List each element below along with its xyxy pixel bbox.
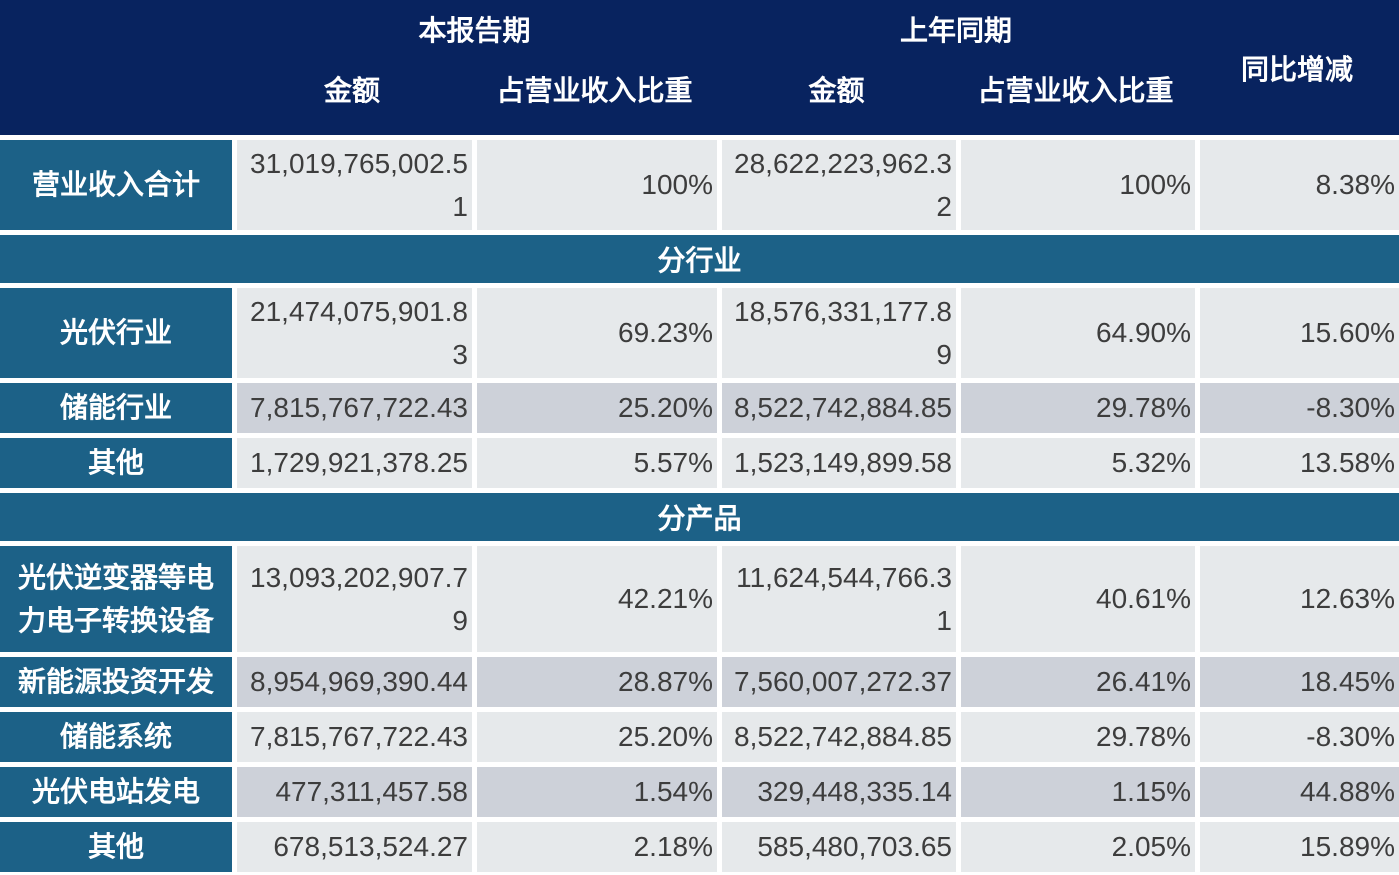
share-current-cell: 2.18% <box>477 822 717 872</box>
row-label: 其他 <box>0 438 232 488</box>
amount-prior-cell: 329,448,335.14 <box>722 767 956 817</box>
share-current-cell: 1.54% <box>477 767 717 817</box>
amount-prior-cell: 8,522,742,884.85 <box>722 712 956 762</box>
row-label: 营业收入合计 <box>0 140 232 230</box>
yoy-cell: 15.60% <box>1200 288 1399 378</box>
yoy-cell: -8.30% <box>1200 712 1399 762</box>
share-prior-cell: 2.05% <box>961 822 1195 872</box>
table-row: 新能源投资开发 8,954,969,390.44 28.87% 7,560,00… <box>0 657 1399 707</box>
section-row: 分行业 <box>0 235 1399 283</box>
section-row: 分产品 <box>0 493 1399 541</box>
share-prior-cell: 64.90% <box>961 288 1195 378</box>
yoy-cell: 44.88% <box>1200 767 1399 817</box>
yoy-cell: 18.45% <box>1200 657 1399 707</box>
amount-prior-cell: 28,622,223,962.32 <box>722 140 956 230</box>
row-label: 其他 <box>0 822 232 872</box>
row-label: 光伏行业 <box>0 288 232 378</box>
table-row: 光伏电站发电 477,311,457.58 1.54% 329,448,335.… <box>0 767 1399 817</box>
amount-prior-cell: 1,523,149,899.58 <box>722 438 956 488</box>
share-prior-cell: 29.78% <box>961 712 1195 762</box>
amount-prior-cell: 8,522,742,884.85 <box>722 383 956 433</box>
share-prior-cell: 26.41% <box>961 657 1195 707</box>
share-current-cell: 25.20% <box>477 712 717 762</box>
amount-current-cell: 21,474,075,901.83 <box>237 288 472 378</box>
row-label: 新能源投资开发 <box>0 657 232 707</box>
section-label: 分产品 <box>0 493 1399 541</box>
row-label: 储能行业 <box>0 383 232 433</box>
header-amount-current: 金额 <box>323 75 380 106</box>
table-row: 其他 678,513,524.27 2.18% 585,480,703.65 2… <box>0 822 1399 872</box>
table-body: 营业收入合计 31,019,765,002.51 100% 28,622,223… <box>0 140 1399 872</box>
header-prior-period: 上年同期 <box>899 15 1012 46</box>
header-share-prior: 占营业收入比重 <box>977 75 1174 106</box>
amount-current-cell: 7,815,767,722.43 <box>237 712 472 762</box>
table-row: 光伏逆变器等电力电子转换设备 13,093,202,907.79 42.21% … <box>0 546 1399 652</box>
table-row: 其他 1,729,921,378.25 5.57% 1,523,149,899.… <box>0 438 1399 488</box>
yoy-cell: 13.58% <box>1200 438 1399 488</box>
table-row: 光伏行业 21,474,075,901.83 69.23% 18,576,331… <box>0 288 1399 378</box>
share-current-cell: 28.87% <box>477 657 717 707</box>
amount-prior-cell: 18,576,331,177.89 <box>722 288 956 378</box>
yoy-cell: 8.38% <box>1200 140 1399 230</box>
share-current-cell: 69.23% <box>477 288 717 378</box>
header-amount-prior: 金额 <box>808 75 865 106</box>
amount-current-cell: 1,729,921,378.25 <box>237 438 472 488</box>
share-current-cell: 100% <box>477 140 717 230</box>
share-current-cell: 5.57% <box>477 438 717 488</box>
amount-prior-cell: 7,560,007,272.37 <box>722 657 956 707</box>
row-label: 储能系统 <box>0 712 232 762</box>
table-row: 储能系统 7,815,767,722.43 25.20% 8,522,742,8… <box>0 712 1399 762</box>
section-label: 分行业 <box>0 235 1399 283</box>
amount-prior-cell: 11,624,544,766.31 <box>722 546 956 652</box>
share-prior-cell: 40.61% <box>961 546 1195 652</box>
yoy-cell: 12.63% <box>1200 546 1399 652</box>
amount-current-cell: 678,513,524.27 <box>237 822 472 872</box>
header-share-current: 占营业收入比重 <box>496 75 693 106</box>
yoy-cell: 15.89% <box>1200 822 1399 872</box>
row-label: 光伏逆变器等电力电子转换设备 <box>0 546 232 652</box>
share-prior-cell: 29.78% <box>961 383 1195 433</box>
row-label: 光伏电站发电 <box>0 767 232 817</box>
table-header: 本报告期 上年同期 同比增减 金额 占营业收入比重 金额 占营业收入比重 <box>0 0 1399 135</box>
share-prior-cell: 5.32% <box>961 438 1195 488</box>
share-current-cell: 25.20% <box>477 383 717 433</box>
amount-prior-cell: 585,480,703.65 <box>722 822 956 872</box>
amount-current-cell: 13,093,202,907.79 <box>237 546 472 652</box>
table-row: 营业收入合计 31,019,765,002.51 100% 28,622,223… <box>0 140 1399 230</box>
yoy-cell: -8.30% <box>1200 383 1399 433</box>
share-prior-cell: 1.15% <box>961 767 1195 817</box>
share-prior-cell: 100% <box>961 140 1195 230</box>
amount-current-cell: 8,954,969,390.44 <box>237 657 472 707</box>
table-row: 储能行业 7,815,767,722.43 25.20% 8,522,742,8… <box>0 383 1399 433</box>
amount-current-cell: 477,311,457.58 <box>237 767 472 817</box>
share-current-cell: 42.21% <box>477 546 717 652</box>
header-current-period: 本报告期 <box>418 15 531 46</box>
amount-current-cell: 31,019,765,002.51 <box>237 140 472 230</box>
header-yoy-change: 同比增减 <box>1240 53 1353 85</box>
amount-current-cell: 7,815,767,722.43 <box>237 383 472 433</box>
